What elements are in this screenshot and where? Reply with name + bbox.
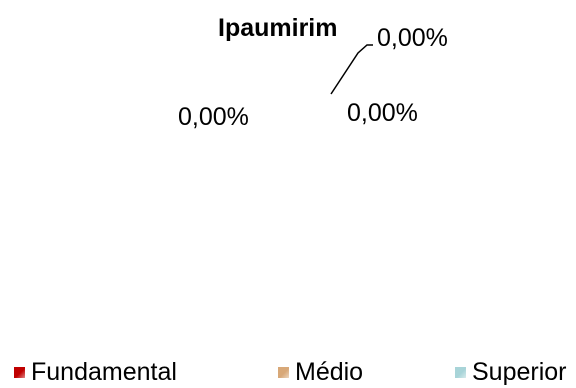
legend-item-fundamental: Fundamental [14, 358, 177, 387]
legend-item-superior: Superior [455, 358, 567, 387]
legend-label-fundamental: Fundamental [31, 358, 177, 386]
chart-title: Ipaumirim [218, 14, 338, 42]
legend-label-superior: Superior [472, 358, 567, 386]
data-label-fundamental: 0,00% [377, 24, 448, 52]
leader-line [330, 44, 373, 95]
chart-legend: Fundamental Médio Superior [0, 356, 576, 388]
data-label-medio: 0,00% [178, 103, 249, 131]
legend-swatch-fundamental [14, 367, 25, 378]
legend-swatch-superior [455, 367, 466, 378]
data-label-superior: 0,00% [347, 99, 418, 127]
legend-item-medio: Médio [278, 358, 363, 387]
legend-label-medio: Médio [295, 358, 364, 386]
legend-swatch-medio [278, 367, 289, 378]
